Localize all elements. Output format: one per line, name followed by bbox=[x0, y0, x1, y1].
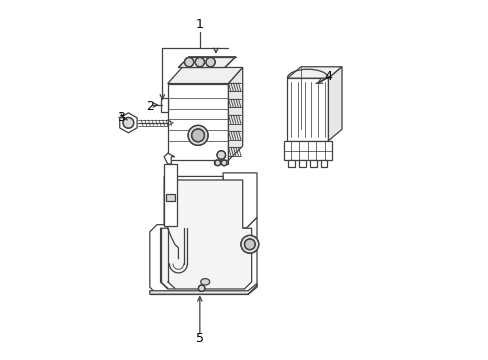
Circle shape bbox=[191, 129, 204, 142]
Circle shape bbox=[198, 285, 204, 292]
Polygon shape bbox=[223, 173, 257, 228]
Polygon shape bbox=[149, 176, 257, 294]
Polygon shape bbox=[309, 160, 316, 167]
Circle shape bbox=[123, 117, 134, 128]
Polygon shape bbox=[328, 67, 341, 141]
Circle shape bbox=[214, 160, 220, 166]
Polygon shape bbox=[165, 194, 175, 202]
Text: 5: 5 bbox=[196, 333, 203, 346]
Polygon shape bbox=[167, 84, 228, 160]
Circle shape bbox=[195, 58, 204, 67]
Polygon shape bbox=[167, 67, 242, 84]
Circle shape bbox=[184, 58, 193, 67]
Polygon shape bbox=[287, 78, 328, 141]
Polygon shape bbox=[164, 164, 176, 226]
Polygon shape bbox=[288, 160, 295, 167]
Circle shape bbox=[205, 58, 215, 67]
Polygon shape bbox=[178, 57, 235, 67]
Polygon shape bbox=[120, 113, 137, 133]
Ellipse shape bbox=[201, 279, 209, 285]
Circle shape bbox=[188, 125, 207, 145]
Polygon shape bbox=[283, 141, 331, 160]
Text: 3: 3 bbox=[117, 111, 125, 124]
Polygon shape bbox=[214, 160, 228, 164]
Polygon shape bbox=[164, 153, 175, 164]
Text: 1: 1 bbox=[196, 18, 203, 31]
Circle shape bbox=[221, 160, 226, 166]
Polygon shape bbox=[299, 160, 305, 167]
Circle shape bbox=[244, 239, 255, 249]
Text: 2: 2 bbox=[145, 100, 153, 113]
Polygon shape bbox=[320, 160, 326, 167]
Polygon shape bbox=[228, 67, 242, 160]
Polygon shape bbox=[160, 180, 251, 289]
Polygon shape bbox=[149, 284, 257, 294]
Circle shape bbox=[241, 235, 258, 253]
Polygon shape bbox=[287, 67, 341, 78]
Circle shape bbox=[217, 151, 225, 159]
Polygon shape bbox=[160, 98, 167, 112]
Text: 4: 4 bbox=[324, 70, 332, 83]
